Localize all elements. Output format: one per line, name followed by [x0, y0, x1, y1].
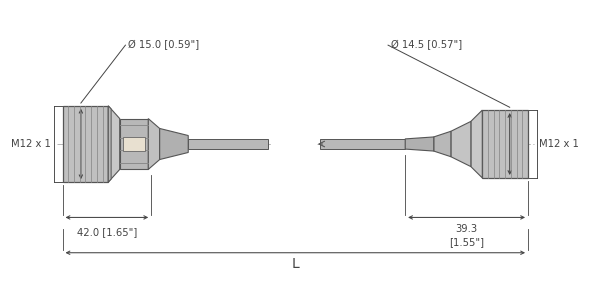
Polygon shape [109, 106, 120, 182]
Text: M12 x 1: M12 x 1 [11, 139, 51, 149]
Text: 39.3: 39.3 [455, 225, 478, 234]
Polygon shape [434, 131, 451, 157]
Polygon shape [148, 119, 160, 169]
Text: Ø 15.0 [0.59"]: Ø 15.0 [0.59"] [128, 40, 199, 50]
Polygon shape [109, 106, 111, 182]
Polygon shape [471, 110, 482, 178]
Text: 42.0 [1.65"]: 42.0 [1.65"] [77, 227, 137, 237]
Polygon shape [482, 110, 528, 178]
Polygon shape [120, 119, 148, 169]
Polygon shape [451, 122, 471, 166]
Polygon shape [320, 139, 405, 149]
Text: L: L [291, 257, 299, 271]
Text: Ø 14.5 [0.57"]: Ø 14.5 [0.57"] [391, 40, 462, 50]
Polygon shape [63, 106, 109, 182]
Polygon shape [405, 137, 434, 151]
Text: M12 x 1: M12 x 1 [539, 139, 579, 149]
Polygon shape [160, 128, 188, 160]
Polygon shape [123, 137, 145, 151]
Polygon shape [188, 139, 268, 149]
Text: [1.55"]: [1.55"] [449, 237, 484, 247]
